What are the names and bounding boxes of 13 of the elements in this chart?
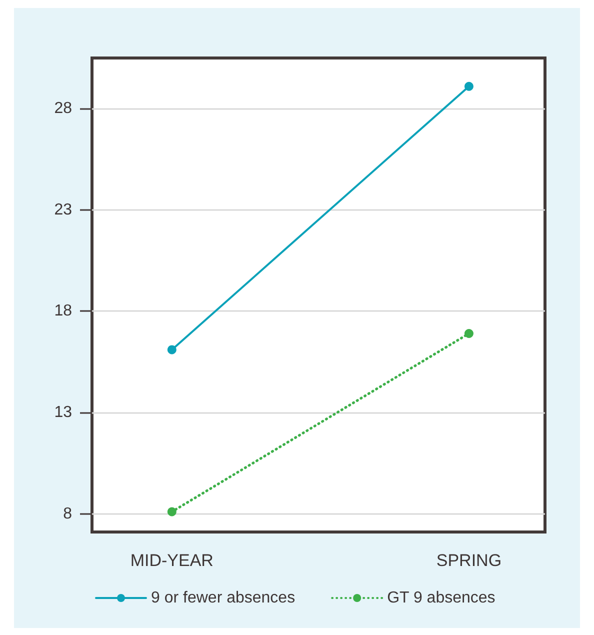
legend-label: GT 9 absences — [387, 590, 496, 606]
point — [464, 82, 474, 91]
y-tick-label: 8 — [63, 505, 72, 522]
y-tick-label: 18 — [54, 302, 72, 320]
x-tick-label: MID-YEAR — [130, 551, 214, 570]
legend-label: 9 or fewer absences — [151, 590, 296, 606]
y-tick-label: 28 — [54, 100, 72, 118]
point — [464, 328, 474, 338]
y-tick-label: 23 — [54, 201, 72, 218]
point — [167, 345, 176, 354]
x-tick-label: SPRING — [436, 551, 502, 570]
point — [167, 507, 176, 516]
y-tick-label: 13 — [54, 404, 72, 421]
